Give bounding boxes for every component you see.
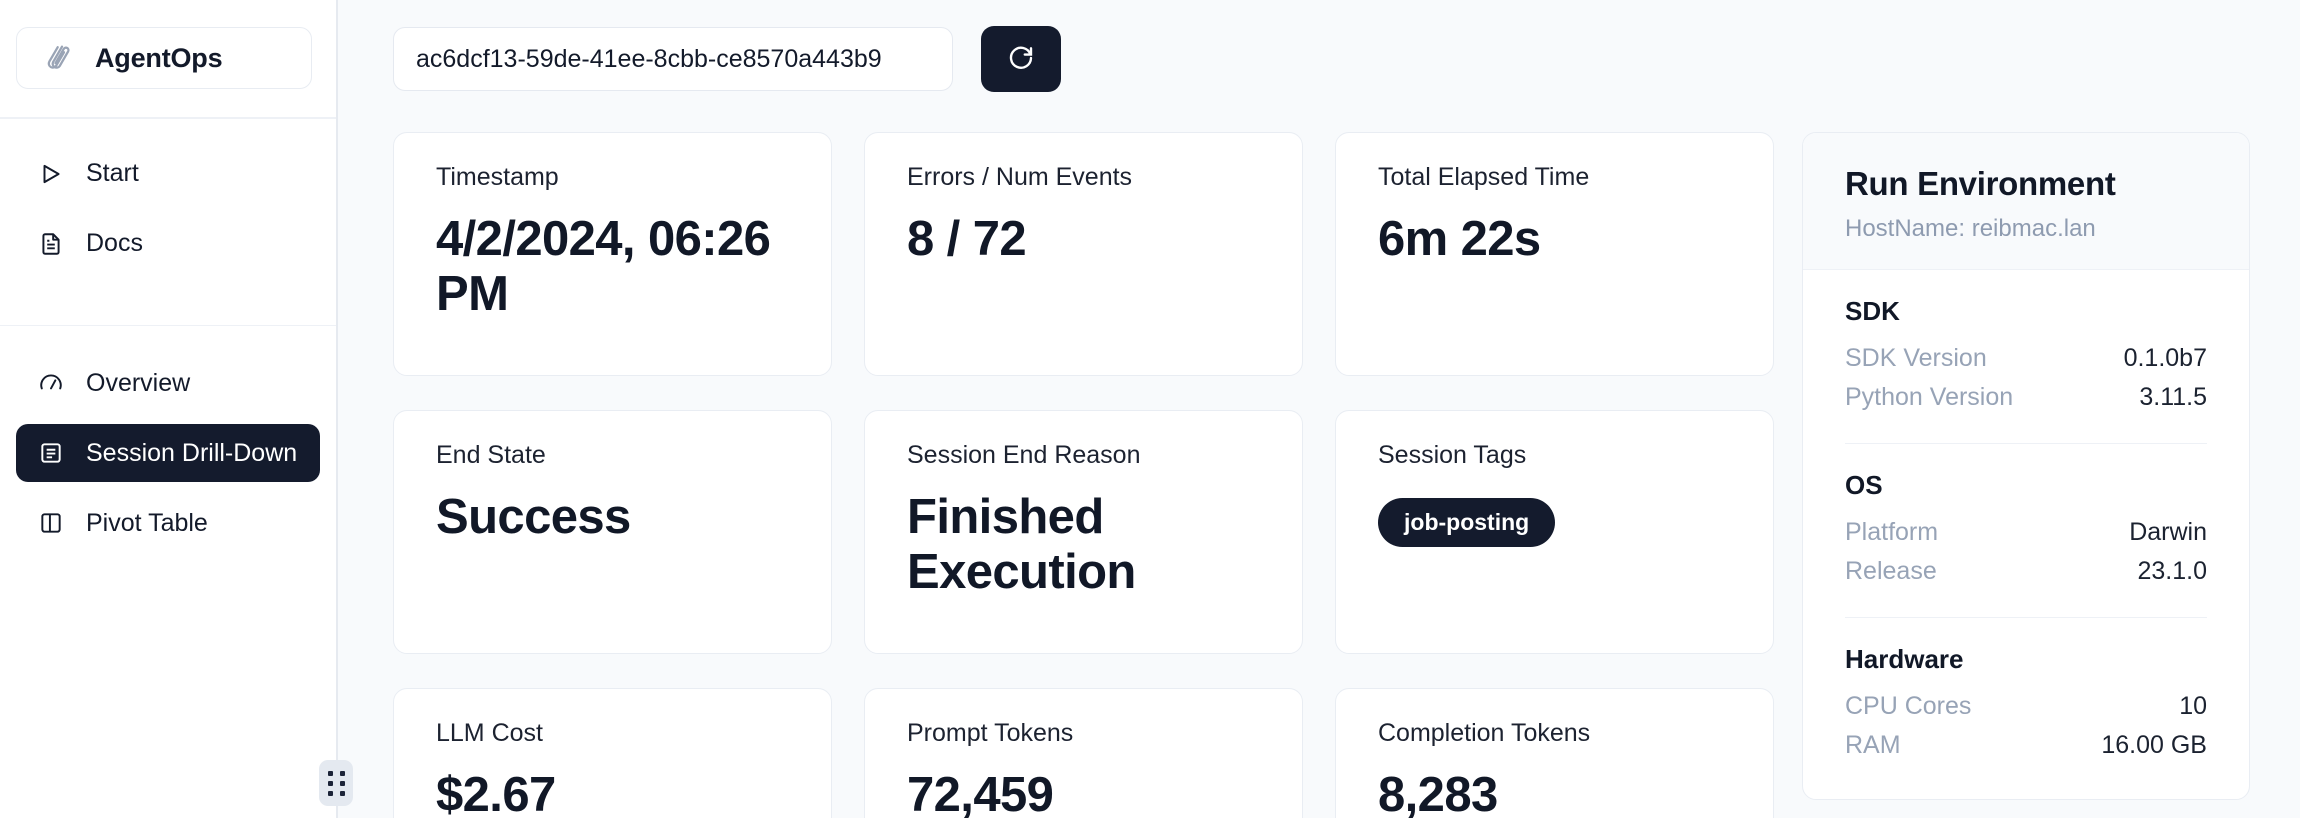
- metric-card-prompt-tokens: Prompt Tokens 72,459: [864, 688, 1303, 818]
- card-value: Success: [436, 490, 631, 544]
- sidebar-item-start[interactable]: Start: [16, 145, 320, 203]
- card-label: Session End Reason: [907, 441, 1141, 469]
- card-label: Session Tags: [1378, 441, 1527, 469]
- card-value: 8,283: [1378, 768, 1498, 818]
- run-environment-body: SDK SDK Version 0.1.0b7 Python Version 3…: [1803, 270, 2249, 799]
- env-value: 10: [2179, 692, 2207, 720]
- env-section-title: Hardware: [1845, 644, 1964, 674]
- env-value: 0.1.0b7: [2123, 344, 2207, 372]
- panel-title: Run Environment: [1845, 165, 2116, 202]
- card-label: Prompt Tokens: [907, 719, 1074, 747]
- card-value: 6m 22s: [1378, 212, 1541, 266]
- env-row: Release 23.1.0: [1845, 552, 2207, 591]
- env-row: RAM 16.00 GB: [1845, 726, 2207, 765]
- card-value: 4/2/2024, 06:26 PM: [436, 212, 771, 321]
- sidebar-resize-handle[interactable]: [319, 760, 353, 806]
- card-label: Total Elapsed Time: [1378, 163, 1590, 191]
- grip-dots-icon: [327, 770, 345, 796]
- env-row: CPU Cores 10: [1845, 687, 2207, 726]
- env-value: 23.1.0: [2137, 557, 2207, 585]
- card-value: $2.67: [436, 768, 556, 818]
- session-id-input[interactable]: [393, 27, 953, 91]
- sidebar-group-sections: Overview Session Drill-Down Pivot Table: [0, 326, 336, 576]
- env-key: Python Version: [1845, 383, 2014, 411]
- metric-card-end-state: End State Success: [393, 410, 832, 654]
- metric-card-session-end-reason: Session End Reason Finished Execution: [864, 410, 1303, 654]
- sidebar-divider-2: [0, 324, 336, 326]
- env-key: RAM: [1845, 731, 1901, 759]
- env-row: Python Version 3.11.5: [1845, 378, 2207, 417]
- toolbar: [338, 0, 2300, 92]
- sidebar-item-docs[interactable]: Docs: [16, 215, 320, 273]
- run-environment-header: Run Environment HostName: reibmac.lan: [1803, 133, 2249, 270]
- metric-card-completion-tokens: Completion Tokens 8,283: [1335, 688, 1774, 818]
- card-label: End State: [436, 441, 546, 469]
- sidebar-item-label: Start: [86, 159, 139, 187]
- env-section-title: OS: [1845, 470, 1883, 500]
- env-section-os: OS Platform Darwin Release 23.1.0: [1845, 443, 2207, 591]
- env-key: CPU Cores: [1845, 692, 1972, 720]
- refresh-button[interactable]: [981, 26, 1061, 92]
- paperclip-logo-icon: [43, 41, 77, 75]
- metric-card-errors-num-events: Errors / Num Events 8 / 72: [864, 132, 1303, 376]
- card-value: Finished Execution: [907, 490, 1136, 599]
- document-icon: [36, 229, 66, 259]
- sidebar-item-label: Pivot Table: [86, 508, 208, 537]
- dashboard-body: Timestamp 4/2/2024, 06:26 PM Errors / Nu…: [338, 92, 2300, 818]
- metric-card-llm-cost: LLM Cost $2.67: [393, 688, 832, 818]
- gauge-icon: [36, 368, 66, 398]
- env-section-sdk: SDK SDK Version 0.1.0b7 Python Version 3…: [1845, 270, 2207, 417]
- metric-card-timestamp: Timestamp 4/2/2024, 06:26 PM: [393, 132, 832, 376]
- env-value: Darwin: [2129, 518, 2207, 546]
- card-label: Completion Tokens: [1378, 719, 1591, 747]
- columns-icon: [36, 508, 66, 538]
- main-content: Timestamp 4/2/2024, 06:26 PM Errors / Nu…: [338, 0, 2300, 818]
- sidebar-divider-1: [0, 117, 336, 119]
- env-row: Platform Darwin: [1845, 513, 2207, 552]
- sidebar: AgentOps Start Docs: [0, 0, 353, 818]
- sidebar-item-label: Overview: [86, 368, 191, 397]
- env-row: SDK Version 0.1.0b7: [1845, 339, 2207, 378]
- hostname-text: HostName: reibmac.lan: [1845, 215, 2096, 242]
- card-value: 8 / 72: [907, 212, 1027, 266]
- brand-logo[interactable]: AgentOps: [16, 27, 312, 89]
- card-label: LLM Cost: [436, 719, 543, 747]
- env-value: 16.00 GB: [2101, 731, 2207, 759]
- metric-card-session-tags: Session Tags job-posting: [1335, 410, 1774, 654]
- card-label: Errors / Num Events: [907, 163, 1133, 191]
- status-badge[interactable]: job-posting: [1378, 498, 1556, 547]
- sidebar-item-pivot-table[interactable]: Pivot Table: [16, 494, 320, 552]
- metric-card-grid: Timestamp 4/2/2024, 06:26 PM Errors / Nu…: [393, 132, 1774, 818]
- card-value: 72,459: [907, 768, 1054, 818]
- env-section-hardware: Hardware CPU Cores 10 RAM 16.00 GB: [1845, 617, 2207, 765]
- sidebar-item-overview[interactable]: Overview: [16, 354, 320, 412]
- env-key: SDK Version: [1845, 344, 1987, 372]
- env-value: 3.11.5: [2139, 383, 2207, 411]
- sidebar-item-label: Session Drill-Down: [86, 438, 298, 467]
- sidebar-item-session-drill-down[interactable]: Session Drill-Down: [16, 424, 320, 482]
- sidebar-group-primary: Start Docs: [0, 119, 336, 297]
- env-key: Release: [1845, 557, 1937, 585]
- run-environment-panel: Run Environment HostName: reibmac.lan SD…: [1802, 132, 2250, 800]
- card-label: Timestamp: [436, 163, 559, 191]
- sidebar-item-label: Docs: [86, 229, 143, 257]
- brand-name: AgentOps: [95, 42, 223, 73]
- list-panel-icon: [36, 438, 66, 468]
- metric-card-total-elapsed-time: Total Elapsed Time 6m 22s: [1335, 132, 1774, 376]
- refresh-icon: [1006, 43, 1036, 76]
- env-section-title: SDK: [1845, 296, 1900, 326]
- env-key: Platform: [1845, 518, 1939, 546]
- play-icon: [36, 159, 66, 189]
